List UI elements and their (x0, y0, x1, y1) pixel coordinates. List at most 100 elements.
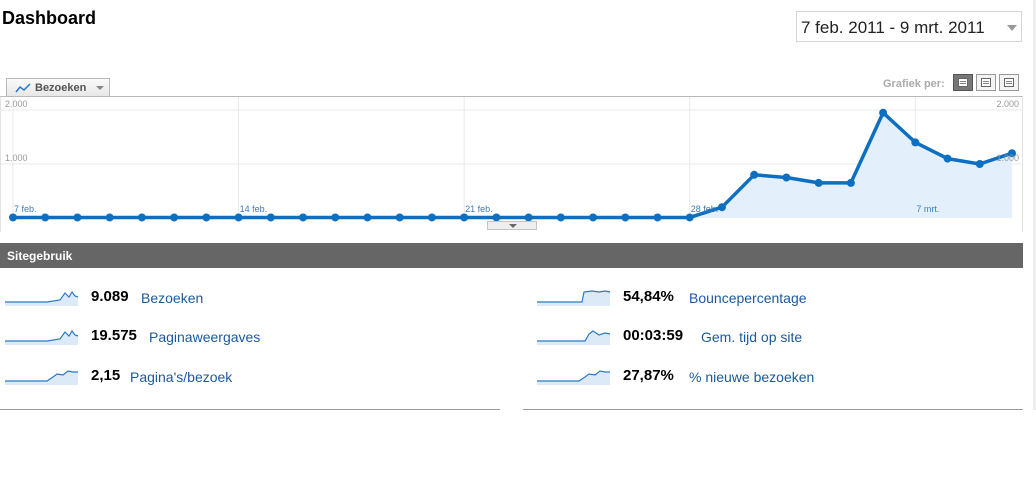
data-point (782, 173, 791, 182)
data-point (524, 213, 533, 222)
chevron-down-icon[interactable] (1007, 25, 1017, 31)
data-point (395, 213, 404, 222)
data-point (1008, 149, 1016, 158)
stat-value: 2,15 (91, 367, 121, 384)
scrollbar[interactable] (1033, 0, 1036, 410)
data-point (363, 213, 372, 222)
calendar-day-icon (958, 78, 968, 87)
sparkline (5, 370, 78, 385)
data-point (943, 154, 952, 163)
date-range-text: 7 feb. 2011 - 9 mrt. 2011 (801, 18, 985, 37)
sparkline-area (5, 331, 78, 345)
graph-by-day-button[interactable] (953, 74, 973, 91)
stat-new-visits[interactable]: 27,87% % nieuwe bezoeken (537, 366, 1017, 386)
sparkline (5, 290, 79, 306)
sparkline (537, 290, 611, 306)
graph-by-week-button[interactable] (976, 74, 996, 91)
stat-avg-time-on-site[interactable]: 00:03:59 Gem. tijd op site (537, 326, 1017, 346)
page-title: Dashboard (2, 8, 97, 28)
x-tick-label: 14 feb. (240, 204, 268, 214)
y-tick-label-right: 2.000 (996, 99, 1019, 109)
stat-pageviews[interactable]: 19.575 Paginaweergaves (5, 326, 485, 346)
y-tick-label-left: 2.000 (5, 99, 28, 109)
stat-bounce-rate[interactable]: 54,84% Bouncepercentage (537, 287, 1017, 307)
x-tick-label: 7 feb. (14, 204, 37, 214)
stat-visits[interactable]: 9.089 Bezoeken (5, 287, 485, 307)
data-point (299, 213, 308, 222)
chevron-down-icon (509, 224, 517, 228)
data-point (846, 178, 855, 187)
x-tick-label: 28 feb. (691, 204, 719, 214)
sparkline-line (5, 329, 79, 342)
data-point (717, 203, 726, 212)
metric-selector-label: Bezoeken (35, 82, 87, 94)
calendar-month-icon (1004, 78, 1014, 87)
x-tick-label: 21 feb. (465, 204, 493, 214)
data-point (331, 213, 340, 222)
stat-label-link[interactable]: Pagina's/bezoek (130, 369, 233, 385)
chart-resize-handle[interactable] (487, 221, 537, 230)
date-range-selector[interactable]: 7 feb. 2011 - 9 mrt. 2011 (796, 11, 1022, 42)
data-point (41, 213, 50, 222)
stat-label-link[interactable]: Bouncepercentage (689, 290, 807, 306)
sparkline (5, 329, 79, 345)
data-point (653, 213, 662, 222)
data-point (427, 213, 436, 222)
data-point (137, 213, 146, 222)
series-area (13, 112, 1012, 218)
sparkline-area (5, 371, 78, 385)
data-point (589, 213, 598, 222)
stat-value: 9.089 (91, 288, 129, 305)
sparkline-area (5, 292, 78, 306)
data-point (556, 213, 565, 222)
data-point (975, 160, 984, 168)
divider (0, 409, 500, 410)
data-point (685, 213, 694, 222)
sparkline-line (537, 370, 610, 382)
stat-label-link[interactable]: Gem. tijd op site (701, 329, 803, 345)
data-point (879, 108, 888, 117)
graph-by-label: Grafiek per: (883, 78, 945, 90)
visits-chart-svg: 2.000 1.000 2.000 1.000 7 feb. 14 feb. 21 feb.… (1, 97, 1022, 222)
dropdown-arrow-icon (96, 86, 104, 90)
stat-value: 19.575 (91, 327, 137, 344)
y-tick-label-right: 1.000 (996, 153, 1019, 163)
sparkline-line (537, 290, 611, 303)
sparkline (537, 330, 611, 345)
data-point (911, 138, 920, 147)
sparkline-line (5, 290, 79, 303)
data-point (750, 170, 759, 179)
data-point (105, 213, 114, 222)
data-point (814, 178, 823, 187)
data-point (170, 213, 179, 222)
data-point (73, 213, 82, 222)
x-tick-label: 7 mrt. (916, 204, 939, 214)
stat-value: 54,84% (623, 288, 674, 305)
data-point (621, 213, 630, 222)
data-point (9, 213, 17, 222)
data-point (202, 213, 211, 222)
sparkline-area (537, 371, 610, 385)
stat-label-link[interactable]: Bezoeken (141, 290, 204, 306)
line-chart-icon (15, 83, 31, 93)
graph-by-month-button[interactable] (999, 74, 1019, 91)
stat-pages-per-visit[interactable]: 2,15 Pagina's/bezoek (5, 366, 485, 386)
metric-selector[interactable]: Bezoeken (6, 78, 110, 97)
stat-value: 27,87% (623, 367, 674, 384)
stat-label-link[interactable]: Paginaweergaves (149, 329, 261, 345)
stat-label-link[interactable]: % nieuwe bezoeken (689, 369, 815, 385)
stat-value: 00:03:59 (623, 327, 684, 344)
section-title: Sitegebruik (7, 249, 73, 263)
sparkline-area (537, 331, 610, 345)
data-point (460, 213, 469, 222)
data-point (492, 213, 501, 222)
sparkline-line (537, 330, 611, 342)
y-tick-label-left: 1.000 (5, 153, 28, 163)
series-line (13, 110, 1013, 220)
divider (523, 409, 1023, 410)
sparkline-area (537, 291, 610, 306)
visits-chart: 2.000 1.000 2.000 1.000 7 feb. 14 feb. 21 feb.… (0, 96, 1023, 232)
data-point (266, 213, 275, 222)
calendar-week-icon (981, 78, 991, 87)
section-header: Sitegebruik (0, 243, 1023, 268)
